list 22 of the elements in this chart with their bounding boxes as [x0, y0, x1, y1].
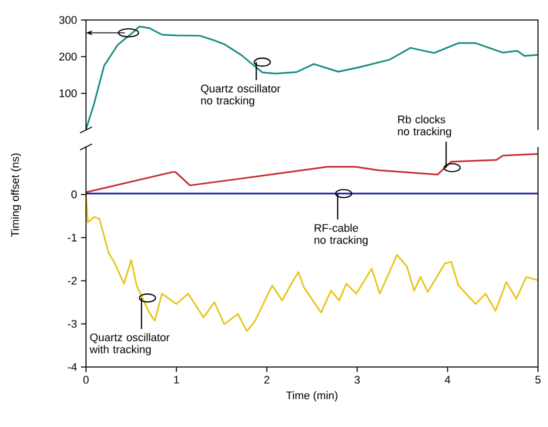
y-tick-label: 300: [59, 16, 77, 24]
y-tick-label: 100: [60, 89, 77, 98]
line-series: [85, 194, 539, 332]
x-tick-label: 1: [174, 376, 179, 384]
x-tick-label: 5: [535, 376, 541, 384]
x-tick-label: 4: [444, 376, 450, 384]
y-axis-title: Timing offset (ns): [10, 154, 22, 237]
y-tick-label: -3: [68, 320, 77, 328]
y-tick-label: 0: [71, 190, 77, 198]
line-series: [85, 153, 539, 194]
annotation: Quartz oscillator no tracking: [201, 84, 280, 107]
annotation: RF-cable no tracking: [314, 224, 368, 246]
x-tick-label: 0: [83, 376, 89, 384]
y-tick-label: 200: [59, 52, 77, 61]
annotation: Quartz oscillator with tracking: [90, 333, 170, 356]
annotation: Rb clocks no tracking: [398, 115, 452, 138]
y-tick-label: -1: [68, 234, 77, 242]
x-axis-title: Time (min): [286, 391, 338, 402]
x-tick-label: 2: [264, 376, 270, 384]
x-tick-label: 3: [354, 376, 360, 384]
y-tick-label: -2: [68, 276, 77, 285]
y-tick-label: -4: [68, 363, 77, 371]
